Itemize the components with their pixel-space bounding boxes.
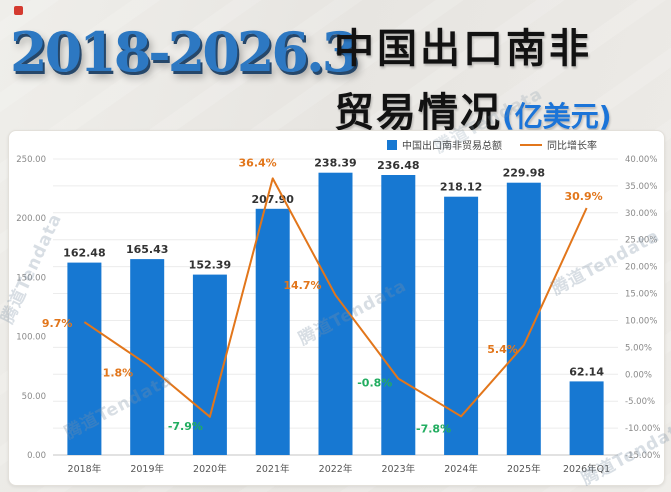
x-axis-label: 2021年: [256, 463, 290, 475]
bar: [318, 172, 353, 455]
right-axis-label: 25.00%: [625, 236, 657, 246]
growth-value-label: -7.9%: [168, 420, 203, 433]
right-axis-label: 15.00%: [625, 290, 657, 300]
title-years: 2018-2026.3: [10, 20, 359, 84]
bar-series-swatch: [387, 139, 397, 150]
right-axis-label: -10.00%: [625, 424, 660, 434]
bar-value-label: 152.39: [189, 259, 231, 272]
right-axis-label: 20.00%: [625, 263, 657, 273]
left-axis-label: 200.00: [16, 214, 46, 224]
bar-value-label: 165.43: [126, 243, 168, 256]
title-line-1: 中国出口南非: [334, 26, 592, 72]
growth-value-label: 5.4%: [487, 343, 518, 356]
bar-value-label: 218.12: [440, 181, 482, 194]
growth-value-label: -7.8%: [416, 422, 451, 435]
title-cn: 中国出口南非 贸易情况(亿美元): [334, 16, 612, 138]
left-axis-label: 50.00: [22, 392, 46, 402]
legend-label-bars: 中国出口南非贸易总额: [402, 141, 502, 152]
title-line-2-text: 贸易情况: [334, 90, 502, 136]
title-line-2: 贸易情况(亿美元): [334, 80, 612, 138]
growth-value-label: 36.4%: [239, 156, 277, 169]
bar: [381, 175, 416, 455]
bar: [255, 208, 290, 455]
x-axis-label: 2024年: [444, 463, 478, 475]
growth-value-label: 30.9%: [565, 190, 603, 203]
left-axis-label: 150.00: [16, 273, 46, 283]
right-axis-label: 40.00%: [625, 155, 657, 165]
x-axis-label: 2019年: [130, 463, 164, 475]
growth-value-label: 1.8%: [103, 367, 134, 380]
left-axis-label: 250.00: [16, 155, 46, 165]
growth-value-label: -0.8%: [357, 377, 392, 390]
left-axis-label: 100.00: [16, 333, 46, 343]
chart: 40.00% 35.00% 30.00% 25.00% 20.00% 15.00% 10.0…: [16, 155, 660, 475]
legend-label-line: 同比增长率: [547, 141, 597, 152]
right-axis-label: -15.00%: [625, 451, 660, 461]
red-corner-mark: [14, 6, 23, 15]
legend-item-line: 同比增长率: [520, 137, 597, 152]
right-axis-label: 10.00%: [625, 317, 657, 327]
bar: [67, 262, 102, 455]
growth-value-label: 14.7%: [283, 279, 321, 292]
bar-value-label: 236.48: [377, 159, 419, 172]
bar-value-label: 207.90: [251, 193, 294, 206]
right-axis-label: 35.00%: [625, 182, 657, 192]
bar: [569, 381, 604, 455]
line-series-swatch: [520, 143, 542, 146]
x-axis-label: 2025年: [507, 463, 541, 475]
title-unit: (亿美元): [502, 100, 612, 133]
chart-panel: 中国出口南非贸易总额 同比增长率 40.00% 35.00% 30.00% 25.00…: [8, 130, 665, 486]
bar: [192, 274, 227, 455]
x-axis-label: 2018年: [68, 463, 102, 475]
right-axis-label: -5.00%: [625, 397, 655, 407]
bar-value-label: 238.39: [314, 157, 356, 170]
x-axis-label: 2020年: [193, 463, 227, 475]
x-axis-label: 2022年: [319, 463, 353, 475]
right-axis-label: 0.00%: [625, 370, 652, 380]
x-axis-label: 2023年: [381, 463, 415, 475]
x-axis-label: 2026年Q1: [563, 463, 610, 475]
right-axis-label: 30.00%: [625, 209, 657, 219]
bar-value-label: 229.98: [503, 167, 545, 180]
left-axis-label: 0.00: [27, 451, 46, 461]
legend-item-bars: 中国出口南非贸易总额: [387, 137, 502, 152]
right-axis-label: 5.00%: [625, 343, 652, 353]
growth-line: [83, 177, 588, 418]
legend: 中国出口南非贸易总额 同比增长率: [387, 137, 597, 152]
bar-value-label: 62.14: [569, 365, 604, 378]
bar: [444, 196, 479, 455]
bar-value-label: 162.48: [63, 247, 105, 260]
growth-value-label: 9.7%: [42, 317, 73, 330]
